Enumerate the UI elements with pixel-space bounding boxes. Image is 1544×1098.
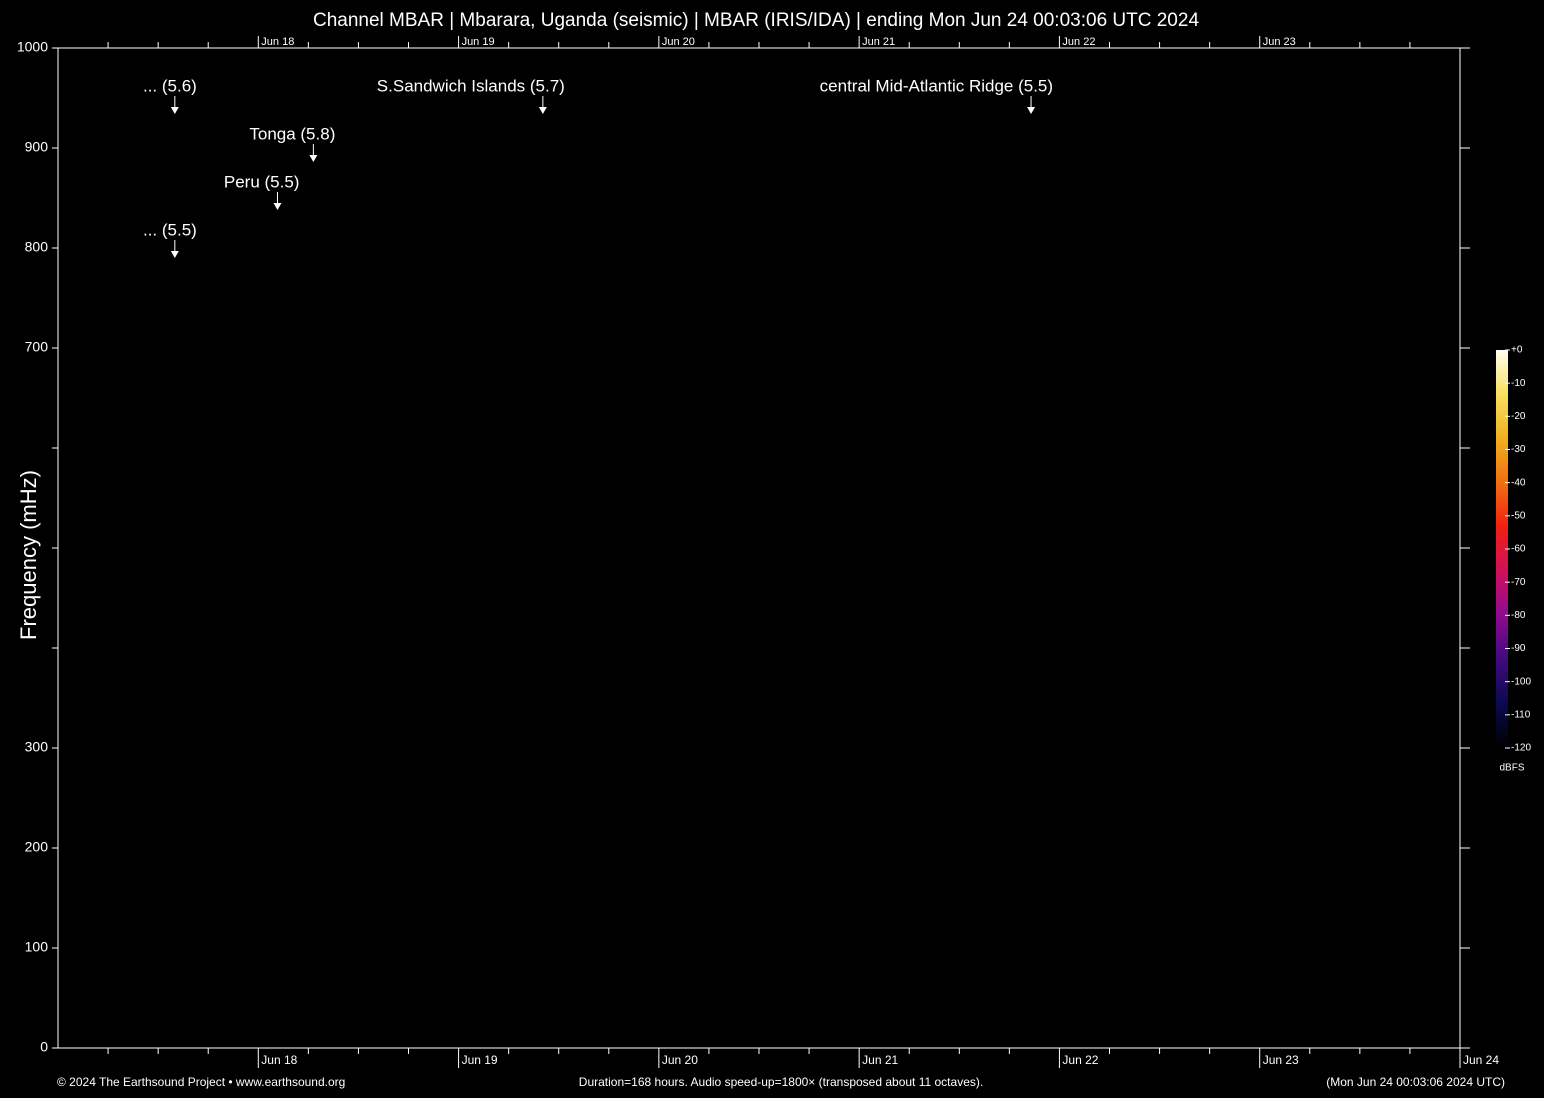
x-tick-label: Jun 20	[662, 1053, 698, 1067]
event-label: ... (5.6)	[143, 76, 197, 95]
x-tick-label: Jun 23	[1263, 1053, 1299, 1067]
x-tick-label: Jun 22	[1062, 1053, 1098, 1067]
event-label: S.Sandwich Islands (5.7)	[377, 76, 565, 95]
y-tick-label: 800	[25, 239, 49, 255]
colorbar-tick-label: -20	[1511, 411, 1526, 422]
event-label: Peru (5.5)	[224, 172, 300, 191]
y-tick-label: 0	[40, 1039, 48, 1055]
colorbar-tick-label: -70	[1511, 577, 1526, 588]
colorbar-tick-label: -120	[1511, 743, 1531, 754]
event-arrow-head	[309, 155, 318, 162]
colorbar-tick-label: -90	[1511, 643, 1526, 654]
event-marker	[309, 144, 318, 162]
colorbar-tick-label: +0	[1511, 345, 1523, 356]
event-arrow-head	[273, 203, 282, 210]
event-marker	[273, 192, 282, 210]
event-label: ... (5.5)	[143, 220, 197, 239]
event-marker	[538, 96, 547, 114]
x-tick-label-top: Jun 19	[462, 36, 495, 48]
footer-right: (Mon Jun 24 00:03:06 2024 UTC)	[1326, 1075, 1505, 1089]
event-label: central Mid-Atlantic Ridge (5.5)	[820, 76, 1053, 95]
x-tick-label-top: Jun 22	[1062, 36, 1095, 48]
event-marker	[1027, 96, 1036, 114]
y-tick-label: 100	[25, 939, 49, 955]
y-tick-label: 1000	[17, 39, 48, 55]
colorbar-tick-label: -50	[1511, 510, 1526, 521]
y-tick-label: 700	[25, 339, 49, 355]
x-tick-label: Jun 18	[261, 1053, 297, 1067]
footer-center: Duration=168 hours. Audio speed-up=1800×…	[579, 1075, 983, 1089]
event-arrow-head	[1027, 107, 1036, 114]
footer-left: © 2024 The Earthsound Project • www.eart…	[57, 1075, 345, 1089]
x-tick-label-top: Jun 18	[261, 36, 294, 48]
event-marker	[170, 96, 179, 114]
x-tick-label-top: Jun 20	[662, 36, 695, 48]
colorbar-tick-label: -110	[1511, 709, 1531, 720]
colorbar-tick-label: -60	[1511, 544, 1526, 555]
y-tick-label: 200	[25, 839, 49, 855]
x-tick-label: Jun 19	[462, 1053, 498, 1067]
event-marker	[170, 240, 179, 258]
y-axis-label: Frequency (mHz)	[16, 470, 41, 640]
chart-title: Channel MBAR | Mbarara, Uganda (seismic)…	[313, 10, 1199, 31]
event-arrow-head	[538, 107, 547, 114]
x-tick-label-top: Jun 23	[1263, 36, 1296, 48]
colorbar-tick-label: -30	[1511, 444, 1526, 455]
colorbar-tick-label: -80	[1511, 610, 1526, 621]
colorbar-tick-label: -40	[1511, 477, 1526, 488]
colorbar-label: dBFS	[1499, 763, 1524, 774]
x-tick-label-top: Jun 21	[862, 36, 895, 48]
y-tick-label: 300	[25, 739, 49, 755]
colorbar-tick-label: -10	[1511, 378, 1526, 389]
x-tick-label: Jun 24	[1463, 1053, 1499, 1067]
x-tick-label: Jun 21	[862, 1053, 898, 1067]
y-tick-label: 900	[25, 139, 49, 155]
event-label: Tonga (5.8)	[249, 124, 335, 143]
event-arrow-head	[170, 107, 179, 114]
event-arrow-head	[170, 251, 179, 258]
colorbar-tick-label: -100	[1511, 676, 1531, 687]
